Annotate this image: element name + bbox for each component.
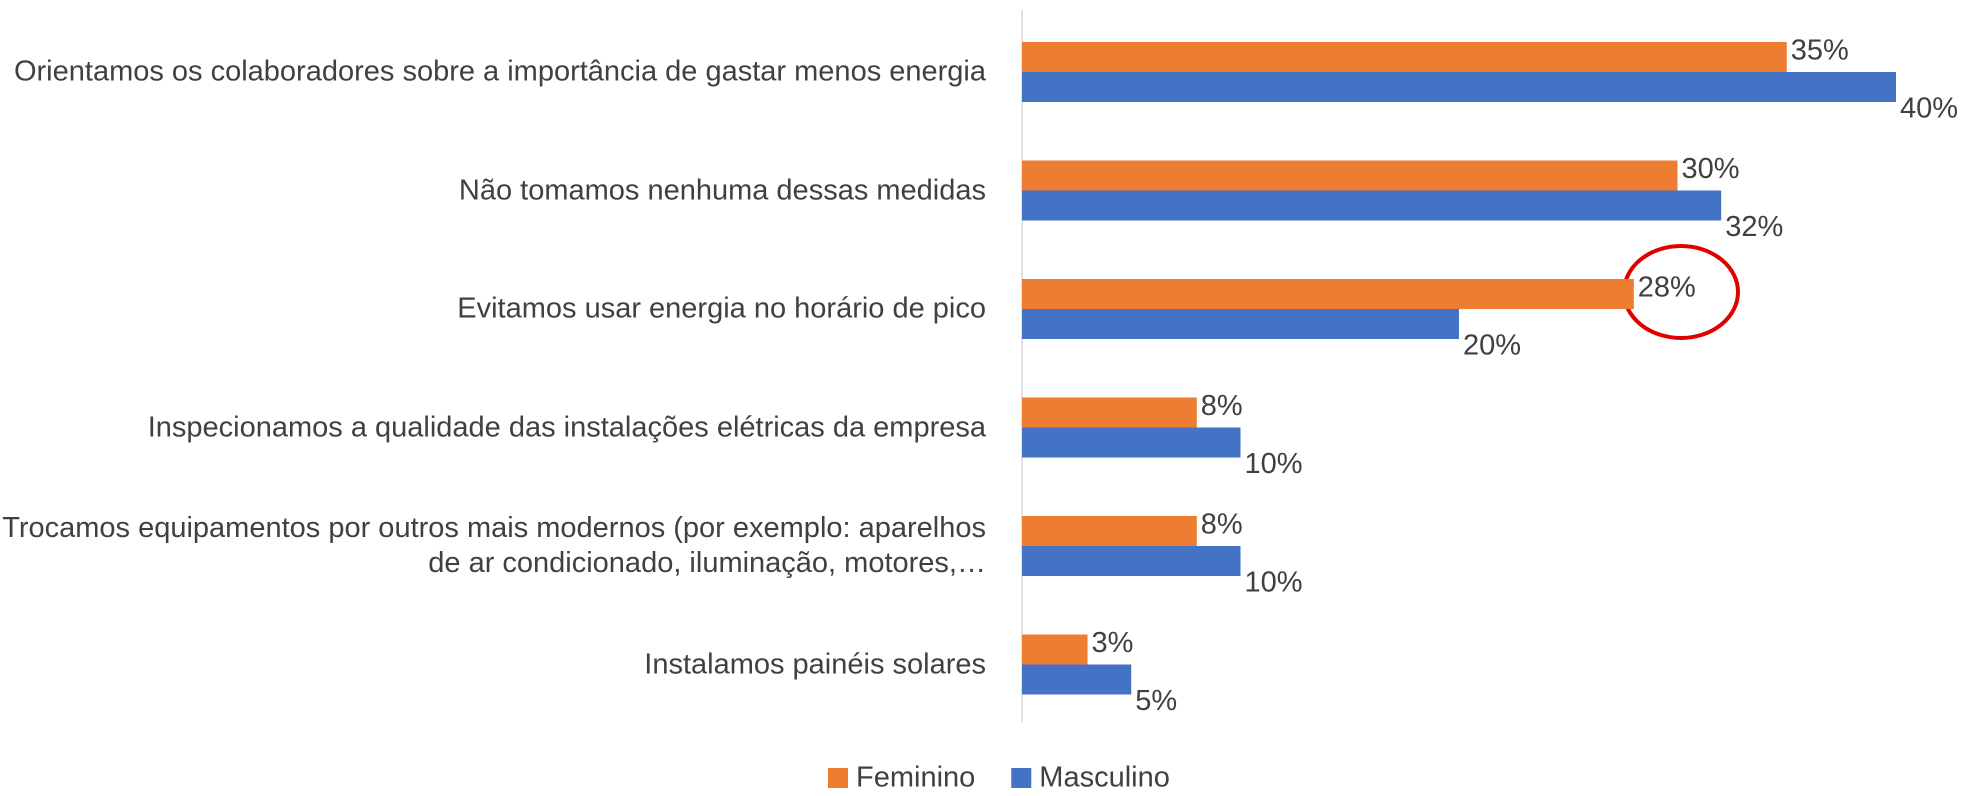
category-label: Não tomamos nenhuma dessas medidas xyxy=(458,174,986,206)
value-label: 10% xyxy=(1245,567,1303,599)
category-label: Orientamos os colaboradores sobre a impo… xyxy=(13,55,986,88)
bar xyxy=(1022,72,1896,102)
category-label: Evitamos usar energia no horário de pico xyxy=(457,292,986,325)
value-label: 35% xyxy=(1791,35,1849,67)
bar xyxy=(1022,397,1197,428)
bar xyxy=(1022,664,1132,695)
bar xyxy=(1022,516,1197,546)
category-label: Trocamos equipamentos por outros mais mo… xyxy=(2,512,986,579)
bar xyxy=(1022,427,1241,458)
bar xyxy=(1022,634,1088,665)
legend-label: Masculino xyxy=(1039,762,1170,794)
bar xyxy=(1022,279,1634,309)
legend-swatch xyxy=(1011,768,1032,788)
value-label: 8% xyxy=(1201,390,1243,422)
value-label: 5% xyxy=(1135,685,1177,717)
value-label: 20% xyxy=(1463,330,1521,362)
legend-swatch xyxy=(828,768,848,788)
bar xyxy=(1022,190,1722,221)
bar xyxy=(1022,42,1787,72)
category-label: Instalamos painéis solares xyxy=(644,648,986,680)
value-label: 32% xyxy=(1725,211,1783,243)
value-label: 8% xyxy=(1201,509,1243,541)
value-label: 40% xyxy=(1900,93,1958,125)
category-label: Inspecionamos a qualidade das instalaçõe… xyxy=(147,411,986,443)
bar xyxy=(1022,546,1241,576)
bar xyxy=(1022,160,1678,191)
value-label: 10% xyxy=(1245,448,1303,480)
value-label: 28% xyxy=(1638,272,1696,304)
legend-label: Feminino xyxy=(856,762,975,794)
value-label: 3% xyxy=(1092,627,1134,659)
bar xyxy=(1022,309,1459,339)
value-label: 30% xyxy=(1682,153,1740,185)
